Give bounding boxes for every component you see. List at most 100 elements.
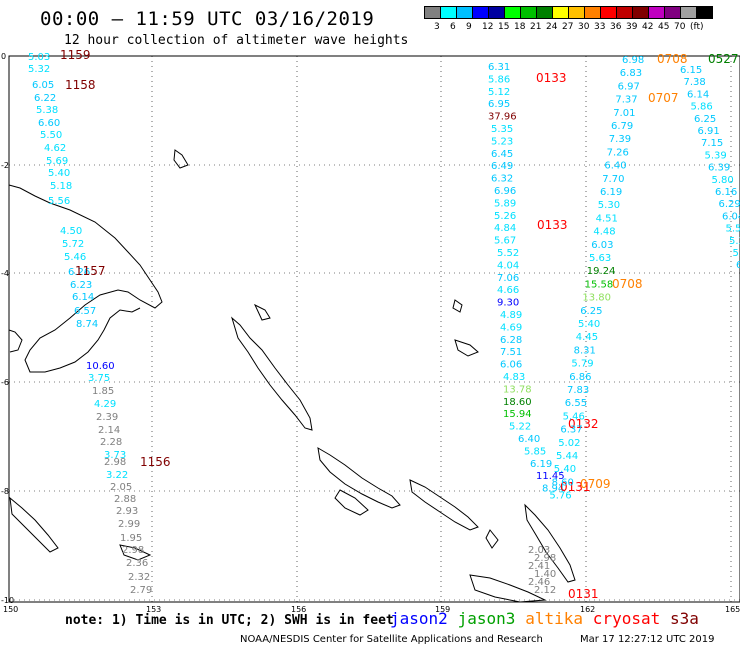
wave-height-value: 4.48	[593, 227, 615, 238]
scale-label: 42	[642, 22, 654, 32]
wave-height-value: 6.40	[604, 161, 626, 172]
y-tick-label: -2	[1, 161, 9, 170]
pass-time-label: 1159	[60, 48, 91, 62]
wave-height-value: 4.29	[94, 399, 116, 410]
wave-height-value: 5.72	[62, 239, 84, 250]
wave-height-value: 6.06	[500, 360, 522, 371]
wave-height-value: 5.5	[726, 224, 740, 235]
wave-height-value: 5.46	[563, 411, 585, 422]
wave-height-value: 5.30	[598, 200, 620, 211]
wave-height-value: 6.28	[500, 335, 522, 346]
wave-height-value: 19.24	[587, 266, 616, 277]
scale-swatch	[696, 6, 713, 19]
pass-time-label: 0133	[537, 218, 568, 232]
new-britain-coast	[8, 329, 23, 353]
wave-height-value: 4.84	[494, 223, 516, 234]
wave-height-value: 6.14	[687, 89, 709, 100]
wave-height-value: 7.38	[684, 77, 706, 88]
bougainville-coast	[231, 316, 313, 431]
wave-height-value: 8.94	[542, 484, 564, 495]
x-tick-label: 153	[146, 605, 161, 614]
wave-height-value: 7.15	[701, 138, 723, 149]
new-guinea-coast	[8, 184, 163, 373]
wave-height-value: 5.89	[494, 198, 516, 209]
wave-height-value: 8.74	[76, 319, 98, 330]
pass-time-label: 1157	[75, 264, 106, 278]
wave-height-value: 6.04	[722, 211, 740, 222]
wave-height-value: 6.55	[565, 398, 587, 409]
pass-time-label: 0133	[536, 71, 567, 85]
pass-time-label: 0131	[568, 587, 599, 601]
wave-height-value: 6.79	[611, 121, 633, 132]
wave-height-value: 5.67	[494, 236, 516, 247]
wave-height-value: 10.60	[86, 361, 115, 372]
wave-height-value: 6.57	[74, 306, 96, 317]
wave-height-value: 6.22	[34, 93, 56, 104]
x-tick-label: 159	[435, 605, 450, 614]
wave-height-value: 7.39	[609, 134, 631, 145]
map-subtitle: 12 hour collection of altimeter wave hei…	[64, 33, 409, 48]
wave-height-value: 5.52	[497, 248, 519, 259]
wave-height-value: 1.85	[92, 386, 114, 397]
scale-label: 15	[498, 22, 510, 32]
wave-height-value: 2.39	[96, 412, 118, 423]
wave-height-value: 5.40	[48, 168, 70, 179]
scale-label: 33	[594, 22, 606, 32]
scale-label: 39	[626, 22, 638, 32]
island-e	[119, 544, 152, 561]
wave-height-value: 2.79	[130, 585, 152, 596]
map-title: 00:00 – 11:59 UTC 03/16/2019	[40, 8, 375, 30]
wave-height-value: 2.41	[528, 561, 550, 572]
wave-height-value: 6.97	[618, 81, 640, 92]
altimeter-tracks: 5.035.326.056.225.386.605.504.625.695.40…	[28, 48, 740, 601]
pass-time-label: 0707	[648, 91, 679, 105]
wave-height-value: 7.06	[497, 273, 519, 284]
scale-label: 18	[514, 22, 526, 32]
wave-height-value: 6.26	[68, 267, 90, 278]
wave-height-value: 6.39	[708, 163, 730, 174]
wave-height-value: 8.60	[552, 477, 574, 488]
wave-height-value: 5.56	[48, 196, 70, 207]
wave-height-value: 6.29	[719, 199, 740, 210]
wave-height-value: 5.44	[556, 451, 578, 462]
island-b	[253, 303, 271, 321]
wave-height-value: 9.30	[497, 298, 519, 309]
wave-height-value: 6.14	[72, 292, 94, 303]
wave-height-value: 2.93	[116, 506, 138, 517]
wave-height-value: 6.19	[600, 187, 622, 198]
wave-height-value: 7.51	[500, 347, 522, 358]
wave-height-value: 5.22	[509, 422, 531, 433]
scale-label: 36	[610, 22, 622, 32]
wave-height-value: 2.88	[114, 494, 136, 505]
y-tick-label: -4	[1, 269, 9, 278]
x-tick-label: 162	[580, 605, 595, 614]
pass-time-label: 0708	[657, 52, 688, 66]
lat-lon-grid: 150 153 156 159 162 165 0 -2 -4 -6 -8 -10	[1, 52, 740, 614]
wave-height-value: 6.98	[622, 55, 644, 66]
wave-height-value: 6.32	[491, 174, 513, 185]
island-f	[485, 529, 499, 549]
wave-height-value: 6.96	[494, 186, 516, 197]
malaita-coast	[524, 503, 576, 583]
wave-height-value: 15.94	[503, 409, 532, 420]
y-tick-label: -6	[1, 378, 9, 387]
wave-height-value: 5.02	[558, 438, 580, 449]
x-tick-label: 165	[725, 605, 740, 614]
wave-height-value: 5.79	[571, 359, 593, 370]
island-d	[454, 339, 479, 357]
wave-height-value: 3.22	[106, 470, 128, 481]
wave-height-value: 5.35	[491, 124, 513, 135]
wave-height-value: 1.40	[534, 569, 556, 580]
wave-height-value: 2.46	[528, 577, 550, 588]
wave-height-value: 4.69	[500, 322, 522, 333]
wave-height-value: 7.01	[613, 108, 635, 119]
wave-height-value: 5.18	[50, 181, 72, 192]
wave-height-value: 5.80	[712, 175, 734, 186]
wave-height-value: 2.98	[534, 553, 556, 564]
scale-label: 30	[578, 22, 590, 32]
wave-height-value: 5.63	[589, 253, 611, 264]
wave-height-value: 4.04	[497, 260, 519, 271]
y-tick-label: -8	[1, 487, 9, 496]
scale-label: 24	[546, 22, 558, 32]
